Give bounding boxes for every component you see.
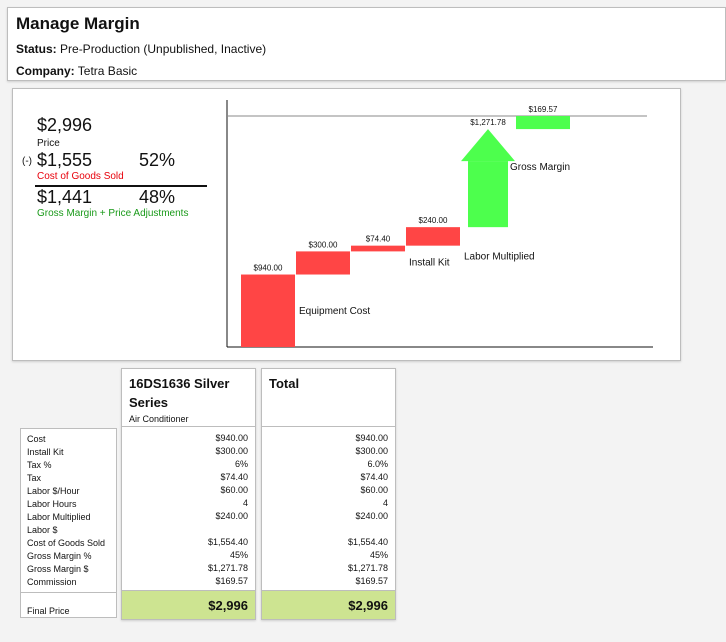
table-cell: $74.40: [220, 472, 248, 482]
chart-bar: [406, 227, 460, 246]
header-panel: Manage Margin Status: Pre-Production (Un…: [7, 7, 726, 81]
chart-category-label: Install Kit: [409, 257, 450, 268]
table-cell: $940.00: [355, 433, 388, 443]
table-cell: 6.0%: [367, 459, 388, 469]
row-label: Labor $/Hour: [27, 486, 80, 496]
row-label: Cost of Goods Sold: [27, 538, 106, 548]
total-column-title: Total: [269, 376, 300, 391]
table-cell: 45%: [369, 550, 388, 560]
margin-panel: $2,996 Price (-) $1,555 52% Cost of Good…: [12, 88, 681, 361]
table-cell: $300.00: [355, 446, 388, 456]
product-column: 16DS1636 Silver Series Air Conditioner $…: [121, 368, 256, 620]
row-labels-list: Cost Install Kit Tax % Tax Labor $/Hour Labor…: [21, 429, 116, 589]
margin-value: $1,441: [37, 187, 93, 207]
waterfall-chart-svg: $940.00 Equipment Cost $300.00 $74.40 Instal…: [226, 100, 653, 348]
table-cell: $1,554.40: [207, 537, 248, 547]
table-cell: $940.00: [215, 433, 248, 443]
margin-summary: $2,996 Price (-) $1,555 52% Cost of Good…: [13, 89, 213, 289]
status-label: Status:: [16, 42, 57, 56]
table-cell: $169.57: [215, 576, 248, 586]
table-cell: $1,271.78: [347, 563, 388, 573]
table-cell: 6%: [234, 459, 248, 469]
final-price-label: Final Price: [21, 592, 116, 619]
company-line: Company: Tetra Basic: [16, 64, 717, 78]
product-column-subtitle: Air Conditioner: [129, 414, 189, 424]
total-final-price: $2,996: [262, 590, 395, 619]
table-cell: $240.00: [355, 511, 388, 521]
table-cell: 4: [382, 498, 388, 508]
chart-bar: [516, 116, 570, 130]
table-cell: $300.00: [215, 446, 248, 456]
waterfall-chart: $940.00 Equipment Cost $300.00 $74.40 Instal…: [213, 97, 653, 351]
status-value: Pre-Production (Unpublished, Inactive): [60, 42, 267, 56]
summary-divider: [35, 185, 207, 187]
chart-bar: [351, 245, 405, 252]
company-label: Company:: [16, 64, 75, 78]
table-cell: $60.00: [360, 485, 388, 495]
product-column-values: $940.00 $300.00 6% $74.40 $60.00 4 $240.00 $1,5…: [122, 427, 255, 588]
chart-bar: [296, 251, 350, 275]
price-value: $2,996: [37, 115, 93, 135]
chart-category-label: Gross Margin: [510, 162, 570, 173]
chart-value-label: $169.57: [529, 105, 558, 114]
chart-bar-arrowhead: [461, 129, 515, 162]
cogs-label: Cost of Goods Sold: [37, 171, 124, 182]
total-column-header: Total: [262, 369, 395, 427]
row-label: Gross Margin %: [27, 551, 92, 561]
table-cell: $1,554.40: [347, 537, 388, 547]
price-label: Price: [37, 138, 60, 149]
cogs-percent: 52%: [139, 150, 176, 170]
table-cell: $240.00: [215, 511, 248, 521]
row-label: Gross Margin $: [27, 564, 89, 574]
company-value: Tetra Basic: [77, 64, 138, 78]
row-label: Tax: [27, 473, 42, 483]
row-label: Tax %: [27, 460, 52, 470]
total-column: Total $940.00 $300.00 6.0% $74.40 $60.00 4 $24…: [261, 368, 396, 620]
chart-value-label: $940.00: [254, 264, 283, 273]
row-label: Commission: [27, 577, 77, 587]
row-label: Labor $: [27, 525, 58, 535]
chart-category-label: Labor Multiplied: [464, 252, 535, 263]
table-cell: [122, 523, 248, 536]
row-label: Cost: [27, 434, 46, 444]
product-final-price: $2,996: [122, 590, 255, 619]
margin-percent: 48%: [139, 187, 176, 207]
table-cell: $74.40: [360, 472, 388, 482]
table-cell: 45%: [229, 550, 248, 560]
page-title: Manage Margin: [16, 14, 140, 33]
product-column-header: 16DS1636 Silver Series Air Conditioner: [122, 369, 255, 427]
row-labels-panel: Cost Install Kit Tax % Tax Labor $/Hour Labor…: [20, 428, 117, 618]
minus-prefix: (-): [22, 156, 32, 167]
chart-bar: [241, 274, 295, 347]
chart-value-label: $240.00: [419, 216, 448, 225]
table-cell: $1,271.78: [207, 563, 248, 573]
status-line: Status: Pre-Production (Unpublished, Ina…: [16, 42, 717, 56]
row-label: Install Kit: [27, 447, 64, 457]
table-cell: $169.57: [355, 576, 388, 586]
table-cell: [262, 523, 388, 536]
table-cell: $60.00: [220, 485, 248, 495]
margin-label: Gross Margin + Price Adjustments: [37, 208, 189, 219]
product-column-title: 16DS1636 Silver Series: [129, 376, 230, 410]
cogs-value: $1,555: [37, 150, 93, 170]
chart-value-label: $300.00: [309, 240, 338, 249]
chart-value-label: $74.40: [366, 235, 391, 244]
chart-category-label: Equipment Cost: [299, 306, 370, 317]
table-cell: 4: [242, 498, 248, 508]
total-column-values: $940.00 $300.00 6.0% $74.40 $60.00 4 $240.00 $1…: [262, 427, 395, 588]
row-label: Labor Hours: [27, 499, 77, 509]
chart-value-label: $1,271.78: [470, 118, 506, 127]
row-label: Labor Multiplied: [27, 512, 91, 522]
chart-bar: [468, 161, 508, 228]
